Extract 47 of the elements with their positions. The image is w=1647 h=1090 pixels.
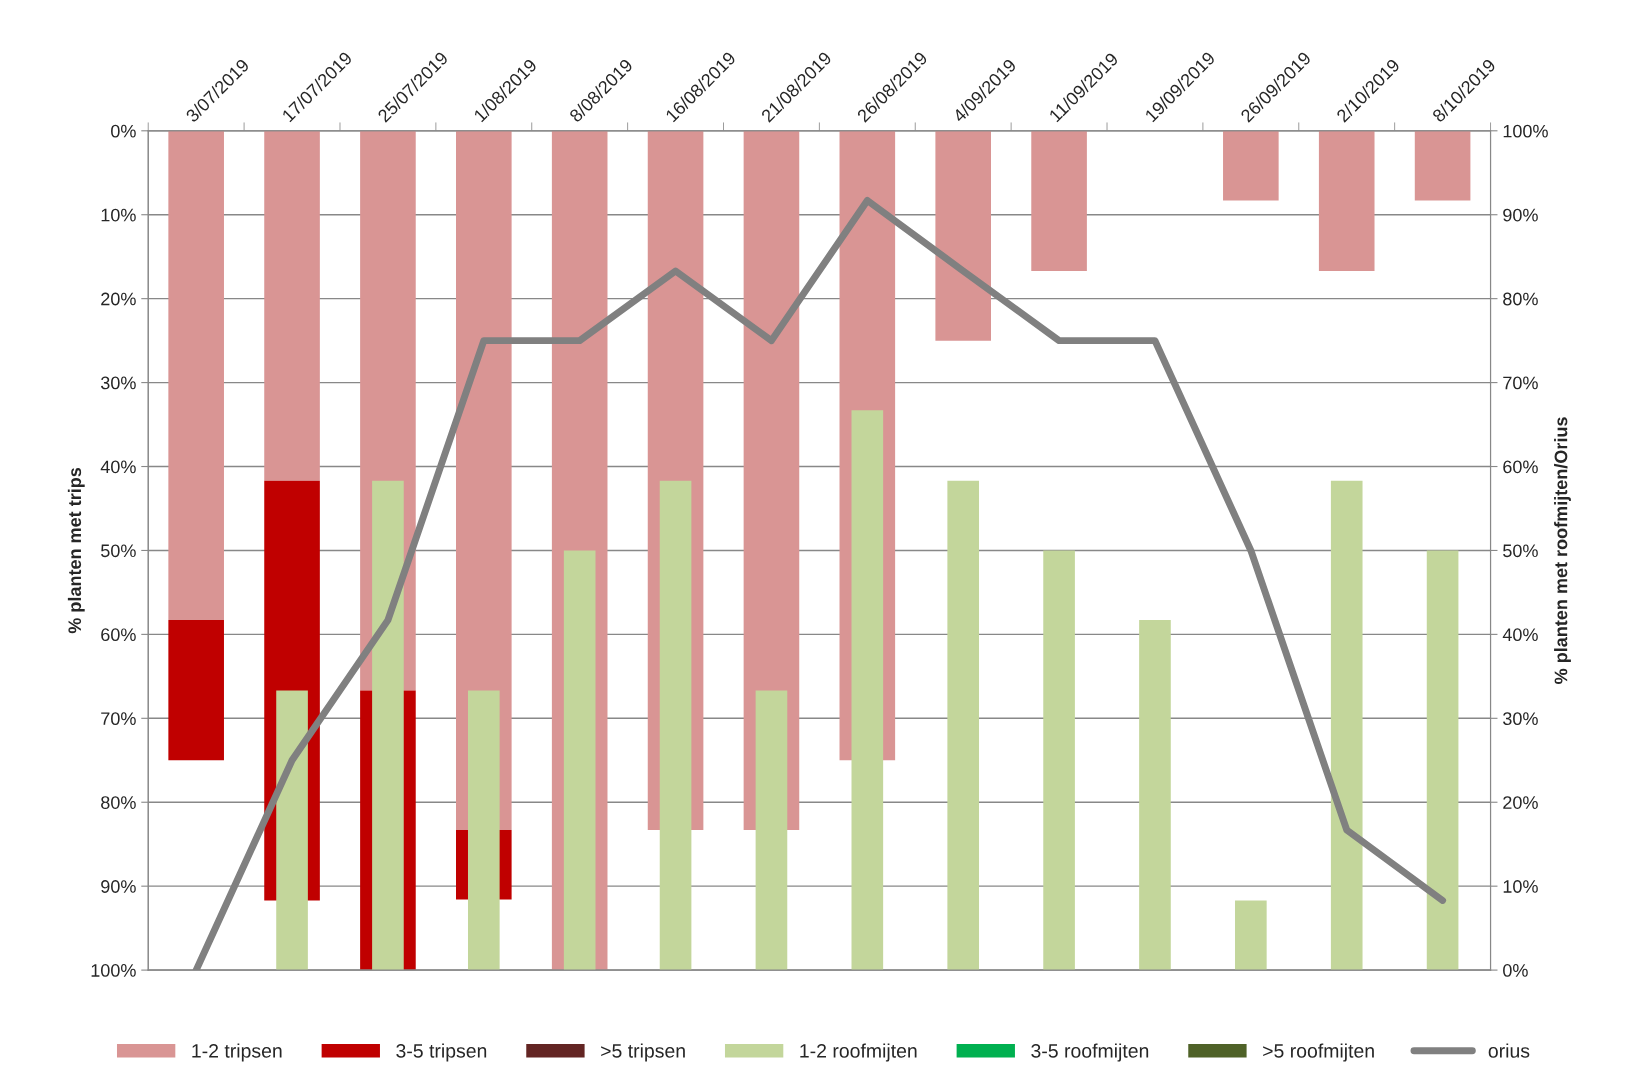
legend-label: >5 tripsen bbox=[601, 1043, 685, 1062]
legend-label: orius bbox=[1488, 1043, 1530, 1058]
y-tick-label: 0% bbox=[111, 124, 136, 138]
y2-tick-label: 50% bbox=[1503, 544, 1538, 558]
y2-tick-label: 90% bbox=[1503, 208, 1538, 222]
y-tick-label: 30% bbox=[100, 376, 136, 390]
y-axis-title: % planten met trips bbox=[67, 467, 85, 634]
y2-tick-label: 20% bbox=[1503, 796, 1538, 809]
legend-label: 3-5 tripsen bbox=[396, 1043, 487, 1062]
bar bbox=[1223, 130, 1279, 201]
y2-tick-label: 70% bbox=[1503, 376, 1538, 390]
y-tick-label: 60% bbox=[101, 628, 136, 642]
bar bbox=[755, 690, 788, 971]
y2-tick-label: 100% bbox=[1503, 124, 1548, 138]
bar bbox=[168, 130, 224, 621]
bar bbox=[168, 620, 224, 761]
bar bbox=[935, 130, 992, 341]
bar bbox=[1318, 130, 1375, 271]
legend-label: 1-2 tripsen bbox=[192, 1043, 282, 1062]
bar bbox=[947, 480, 980, 971]
bar bbox=[1031, 130, 1087, 271]
y2-tick-label: 30% bbox=[1503, 712, 1538, 726]
y-tick-label: 10% bbox=[101, 208, 136, 222]
bar bbox=[1235, 900, 1267, 971]
y-tick-label: 70% bbox=[101, 712, 136, 726]
y-tick-label: 80% bbox=[101, 796, 136, 809]
bar bbox=[1139, 620, 1171, 971]
legend-label: 1-2 roofmijten bbox=[800, 1043, 917, 1062]
y2-tick-label: 10% bbox=[1503, 880, 1538, 893]
y-tick-label: 100% bbox=[91, 964, 136, 977]
y-tick-label: 20% bbox=[101, 292, 136, 306]
y-tick-label: 40% bbox=[100, 460, 136, 474]
bar bbox=[264, 130, 320, 481]
bar bbox=[1426, 550, 1459, 971]
bar bbox=[1043, 550, 1075, 971]
y2-tick-label: 0% bbox=[1503, 964, 1528, 977]
bar bbox=[563, 550, 596, 971]
y2-tick-label: 40% bbox=[1502, 628, 1538, 642]
legend-label: 3-5 roofmijten bbox=[1031, 1043, 1149, 1062]
legend-label: >5 roofmijten bbox=[1263, 1043, 1374, 1062]
y2-tick-label: 60% bbox=[1503, 460, 1538, 474]
y-tick-label: 90% bbox=[101, 880, 136, 893]
bar bbox=[1330, 480, 1363, 971]
y-tick-label: 50% bbox=[101, 544, 136, 558]
y2-tick-label: 80% bbox=[1503, 292, 1538, 306]
bar bbox=[1414, 130, 1471, 201]
y2-axis-title: % planten met roofmijten/Orius bbox=[1554, 417, 1571, 684]
